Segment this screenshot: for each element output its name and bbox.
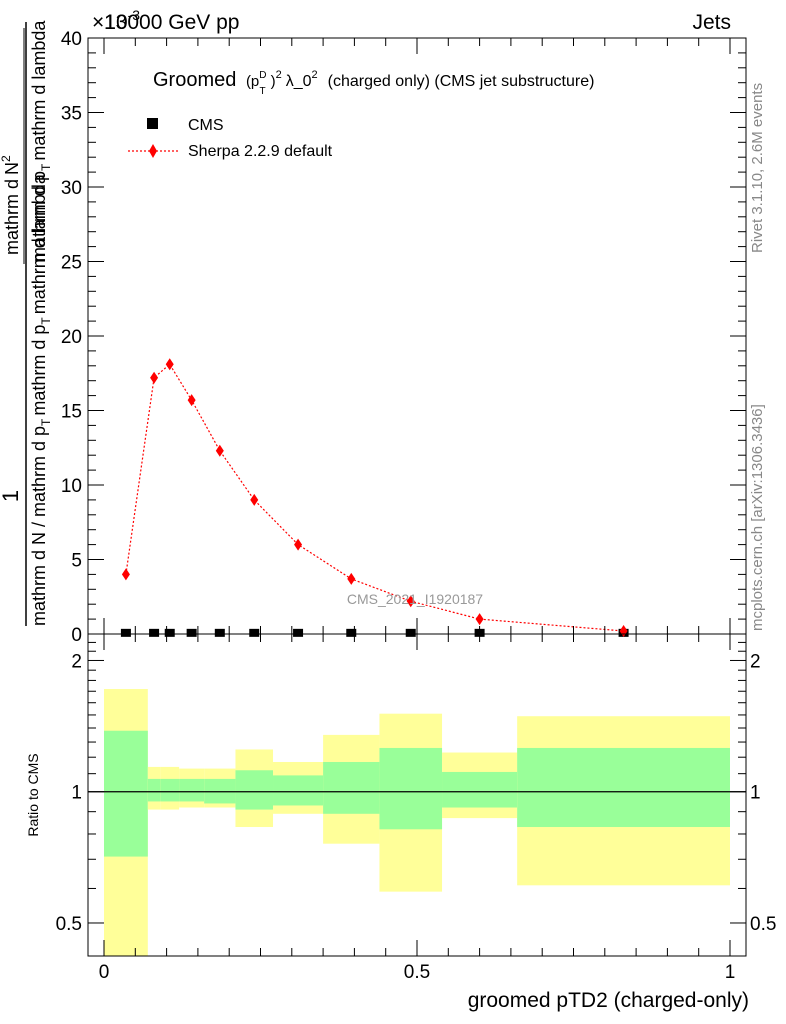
y-label-sub-denominator: mathrm d pTmathrm d lambda (29, 20, 53, 262)
cms-point (293, 628, 304, 637)
cms-point (120, 628, 131, 637)
sherpa-point (215, 444, 224, 457)
cms-point (186, 628, 197, 637)
title-p: (p (246, 73, 259, 90)
main-y-tick-label: 40 (61, 29, 82, 50)
inner-uncertainty-band (442, 771, 518, 808)
main-frame (87, 37, 747, 635)
inner-uncertainty-band (160, 778, 180, 802)
main-y-tick-label: 35 (61, 104, 82, 125)
sherpa-point (406, 595, 415, 608)
title-close: ) (271, 73, 276, 90)
title-p-sub: T (260, 86, 266, 97)
main-y-tick-label: 0 (71, 625, 82, 646)
inner-uncertainty-band (379, 747, 443, 830)
legend-cms-marker (147, 118, 158, 129)
title-p-sup: D (259, 70, 266, 81)
title-lambda: λ_0 (286, 73, 312, 90)
header-left-label: 13000 GeV pp (104, 11, 239, 34)
y-label-numerator: 1 (0, 490, 23, 502)
cms-point (346, 628, 357, 637)
main-y-tick-label: 30 (61, 178, 82, 199)
inner-uncertainty-band (147, 778, 161, 802)
sherpa-point (187, 394, 196, 407)
header-right-label: Jets (692, 11, 731, 34)
main-y-tick-label: 5 (71, 551, 82, 572)
main-y-tick-label: 25 (61, 253, 82, 274)
title-suffix: (charged only) (CMS jet substructure) (328, 73, 595, 90)
title-lambda-power: 2 (312, 69, 318, 81)
cms-point (149, 628, 160, 637)
main-y-tick-label: 20 (61, 327, 82, 348)
cms-point (249, 628, 260, 637)
ratio-axes: 0.5 0.5 1 1 2 2 0 0.5 1 (56, 634, 776, 983)
mcplots-reference-text: mcplots.cern.ch [arXiv:1306.3436] (749, 404, 766, 631)
ratio-y-tick-label-right: 2 (750, 651, 761, 672)
main-axes: 0 5 10 15 20 25 30 35 40 (61, 29, 746, 646)
sherpa-point (250, 493, 259, 506)
ratio-y-tick-label: 1 (71, 783, 82, 804)
ratio-y-tick-label: 2 (71, 651, 82, 672)
cms-point (214, 628, 225, 637)
sherpa-line (125, 363, 624, 632)
sherpa-point (165, 358, 174, 371)
main-y-tick-label: 10 (61, 476, 82, 497)
legend-cms-label: CMS (188, 117, 224, 134)
inner-uncertainty-band (235, 770, 274, 810)
y-label-denominator: mathrm d N / mathrm d pTmathrm d pTmathr… (29, 173, 53, 626)
main-y-tick-label: 15 (61, 402, 82, 423)
sherpa-point (294, 538, 303, 551)
x-tick-label: 1 (725, 962, 736, 983)
x-tick-label: 0.5 (404, 962, 430, 983)
sherpa-point (150, 371, 159, 384)
x-tick-label: 0 (99, 962, 110, 983)
legend-sherpa-label: Sherpa 2.2.9 default (188, 143, 333, 160)
sherpa-point (475, 613, 484, 626)
analysis-watermark: CMS_2021_I1920187 (347, 591, 483, 607)
exponent-label: ×10-3 (92, 7, 140, 34)
title-power: 2 (276, 69, 282, 81)
inner-uncertainty-band (323, 761, 380, 814)
ratio-y-tick-label-right: 1 (750, 783, 761, 804)
ratio-plot-area (88, 689, 746, 956)
inner-uncertainty-band (179, 778, 205, 802)
legend-sherpa-marker (149, 144, 157, 158)
ratio-y-tick-label-right: 0.5 (750, 914, 776, 935)
main-y-label: 1 mathrm d N / mathrm d pTmathrm d pTmat… (0, 20, 53, 626)
x-axis-title: groomed pTD2 (charged-only) (468, 989, 749, 1012)
sherpa-point (121, 568, 130, 581)
y-label-sub-numerator: mathrm dN2 (0, 155, 22, 255)
plot-title: Groomed (pD T)2 λ_02 (charged only) (CMS je… (153, 69, 594, 97)
rivet-version-text: Rivet 3.1.10, 2.6M events (749, 83, 766, 253)
exponent-power: -3 (128, 7, 141, 23)
ratio-y-label: Ratio to CMS (25, 753, 41, 836)
main-series-layer (120, 358, 629, 638)
cms-point (164, 628, 175, 637)
sherpa-point (347, 572, 356, 585)
inner-uncertainty-band (273, 775, 324, 806)
cms-point (405, 628, 416, 637)
inner-uncertainty-band (517, 747, 730, 828)
ratio-y-tick-label: 0.5 (56, 914, 82, 935)
title-prefix: Groomed (153, 69, 236, 91)
inner-uncertainty-band (104, 730, 148, 857)
